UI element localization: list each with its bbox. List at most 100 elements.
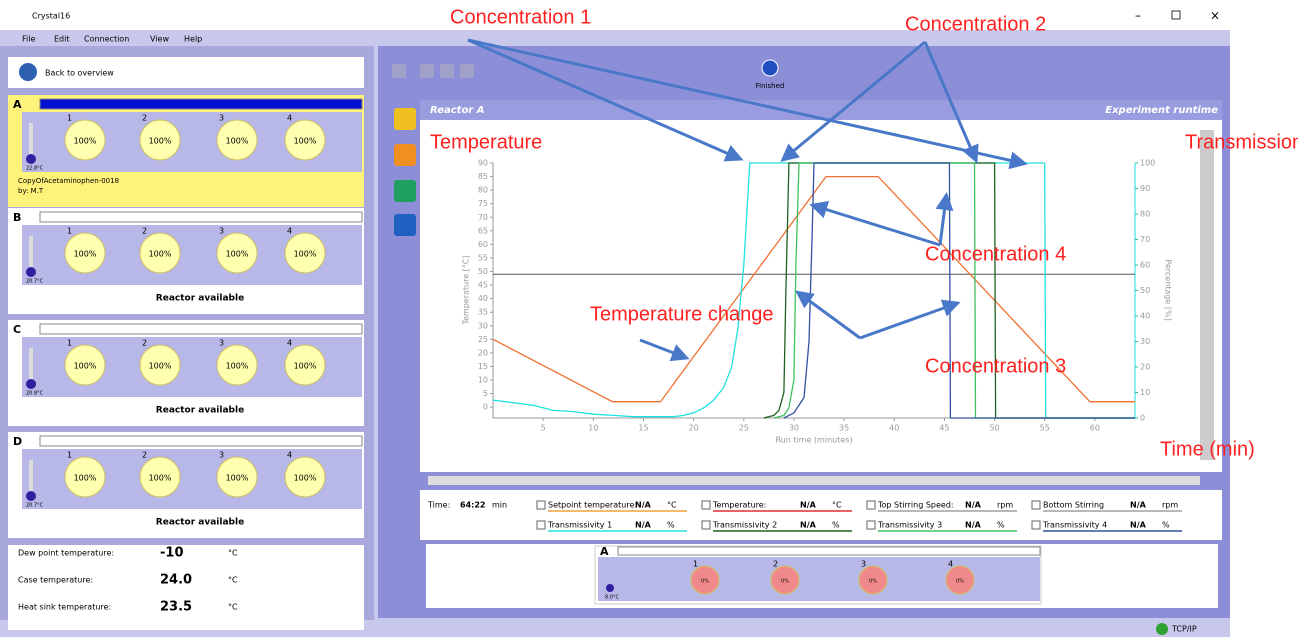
legend-name: Transmissivity 1 (547, 521, 612, 530)
experiment-name: CopyOfAcetaminophen-0018 (18, 177, 119, 185)
vial-value: 100% (294, 362, 317, 371)
y2-tick-label: 100 (1140, 159, 1155, 168)
thermometer (29, 123, 33, 157)
vial-value: 0% (701, 579, 709, 585)
y-tick-label: 5 (483, 389, 488, 398)
vial-value: 100% (74, 250, 97, 259)
y2-tick-label: 40 (1140, 312, 1150, 321)
checkbox[interactable] (1031, 520, 1041, 530)
y2-tick-label: 80 (1140, 210, 1150, 219)
y-tick-label: 20 (478, 348, 488, 357)
vial-number: 4 (287, 339, 292, 348)
checkbox[interactable] (866, 500, 876, 510)
checkbox[interactable] (866, 520, 876, 530)
y-tick-label: 90 (478, 159, 488, 168)
reactor-status: Reactor available (156, 518, 244, 528)
arrow (467, 38, 744, 162)
legend-value: N/A (635, 501, 652, 510)
legend-name: Temperature: (712, 501, 766, 510)
reading-unit: °C (228, 576, 238, 585)
vial-value: 100% (294, 474, 317, 483)
reactor-temperature: 20.8°C (26, 391, 44, 397)
x-tick-label: 45 (939, 424, 949, 433)
legend-value: N/A (1130, 521, 1147, 530)
side-tab[interactable] (394, 108, 416, 130)
time-unit: min (492, 501, 507, 510)
legend-unit: % (1162, 521, 1170, 530)
menu-item[interactable]: Help (184, 35, 202, 44)
side-tab[interactable] (394, 180, 416, 202)
reading-value: -10 (160, 546, 184, 561)
side-tab[interactable] (394, 144, 416, 166)
tool-button[interactable] (440, 64, 454, 78)
y2-tick-label: 10 (1140, 388, 1150, 397)
progress-bar (617, 546, 1041, 556)
vial-number: 3 (219, 339, 224, 348)
legend-unit: % (997, 521, 1005, 530)
x-axis-label: Run time (minutes) (775, 436, 852, 445)
connection-icon (1156, 623, 1168, 635)
annotation: Concentration 1 (450, 6, 591, 28)
vial (858, 565, 888, 595)
vial-value: 0% (781, 579, 789, 585)
panel-title: Reactor A (430, 105, 484, 116)
vial-number: 1 (693, 560, 698, 569)
close[interactable]: × (1210, 9, 1220, 23)
x-tick-label: 20 (689, 424, 699, 433)
vial-number: 4 (948, 560, 953, 569)
vial-number: 2 (142, 227, 147, 236)
experiment-author: by: M.T (18, 187, 44, 195)
vial (216, 232, 258, 274)
vial (64, 344, 106, 386)
vial-number: 3 (219, 114, 224, 123)
readings-box (8, 545, 364, 630)
reactor-temperature: 22.8°C (26, 166, 44, 172)
checkbox[interactable] (536, 520, 546, 530)
y-tick-label: 70 (478, 213, 488, 222)
series-line (492, 175, 1135, 403)
arrow (923, 41, 979, 164)
reactor-temperature: 20.7°C (26, 503, 44, 509)
minimize[interactable]: – (1135, 9, 1141, 23)
progress-bar (39, 323, 363, 335)
menu-item[interactable]: File (22, 35, 35, 44)
v-scrollbar[interactable] (1200, 130, 1214, 460)
checkbox[interactable] (701, 520, 711, 530)
y2-tick-label: 70 (1140, 235, 1150, 244)
series-line (763, 162, 1135, 419)
vial (216, 344, 258, 386)
tool-button[interactable] (460, 64, 474, 78)
reading-label: Case temperature: (18, 576, 93, 585)
vial-value: 100% (294, 250, 317, 259)
maximize[interactable] (1171, 10, 1181, 20)
annotation: Time (min) (1160, 438, 1255, 460)
series-line (773, 162, 1135, 419)
vial (284, 232, 326, 274)
h-scrollbar[interactable] (428, 476, 1200, 485)
vial-number: 3 (219, 227, 224, 236)
tool-button[interactable] (420, 64, 434, 78)
checkbox[interactable] (1031, 500, 1041, 510)
checkbox[interactable] (701, 500, 711, 510)
y-tick-label: 25 (478, 335, 488, 344)
thermometer-bulb (26, 379, 36, 389)
arrow (935, 192, 954, 246)
thermometer-bulb (606, 584, 614, 592)
back-button[interactable] (8, 57, 364, 88)
menu-item[interactable]: Connection (84, 35, 129, 44)
plot-panel (420, 120, 1222, 472)
checkbox[interactable] (536, 500, 546, 510)
y2-tick-label: 90 (1140, 184, 1150, 193)
tool-button[interactable] (392, 64, 406, 78)
y2-tick-label: 20 (1140, 363, 1150, 372)
reading-value: 24.0 (160, 573, 192, 588)
menu-item[interactable]: View (150, 35, 169, 44)
side-tab[interactable] (394, 214, 416, 236)
vial-value: 100% (226, 362, 249, 371)
x-tick-label: 55 (1040, 424, 1050, 433)
menu-item[interactable]: Edit (54, 35, 70, 44)
y2-tick-label: 50 (1140, 286, 1150, 295)
vial (945, 565, 975, 595)
vial-number: 2 (142, 339, 147, 348)
